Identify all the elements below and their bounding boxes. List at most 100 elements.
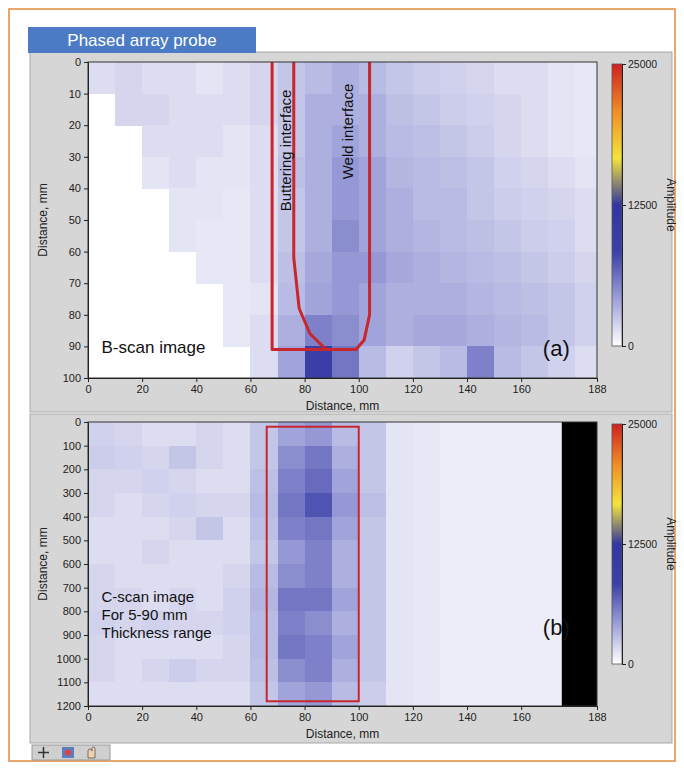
heatmap-cell	[169, 220, 197, 252]
plot-background	[88, 62, 597, 378]
y-axis: 0100200300400500600700800900100011001200	[57, 416, 89, 712]
heatmap-cell	[223, 611, 251, 635]
y-axis-tick: 70	[69, 277, 88, 289]
x-axis-tick-label: 120	[404, 711, 422, 723]
heatmap-cell	[548, 659, 562, 683]
heatmap-cell	[386, 220, 414, 252]
heatmap-cell	[115, 540, 143, 564]
heatmap-cell	[305, 446, 333, 470]
heatmap-cell	[494, 346, 522, 378]
heatmap-cell	[440, 611, 468, 635]
toolbar-icon[interactable]	[62, 747, 74, 758]
heatmap-cell	[223, 94, 251, 126]
heatmap-cell	[359, 422, 387, 446]
heatmap-cell	[575, 62, 597, 94]
x-axis-tick-label: 20	[137, 711, 149, 723]
heatmap-cell	[467, 188, 495, 220]
y-axis-tick: 1000	[57, 653, 88, 665]
heatmap-cell	[305, 469, 333, 493]
heatmap-cell	[494, 446, 522, 470]
heatmap-cell	[575, 346, 597, 378]
heatmap-cell	[494, 659, 522, 683]
heatmap-cell	[305, 62, 333, 94]
heatmap-cell	[250, 220, 278, 252]
x-axis-tick: 80	[299, 378, 311, 395]
heatmap-cell	[386, 252, 414, 284]
heatmap-cell	[521, 682, 549, 706]
heatmap-cell	[250, 283, 278, 315]
toolbar-icon[interactable]	[38, 747, 49, 758]
heatmap-cell	[250, 157, 278, 189]
heatmap-cell	[413, 446, 441, 470]
heatmap-cell	[494, 62, 522, 94]
heatmap-cell	[440, 540, 468, 564]
heatmap-cell	[305, 493, 333, 517]
heatmap-cell	[467, 62, 495, 94]
heatmap-cell	[223, 682, 251, 706]
heatmap-cell	[359, 493, 387, 517]
toolbar-background	[32, 745, 110, 760]
heatmap-cell	[548, 94, 576, 126]
annotation-line: Thickness range	[102, 624, 212, 641]
heatmap-cell	[169, 659, 197, 683]
heatmap-cell	[196, 422, 224, 446]
heatmap-cell	[521, 188, 549, 220]
heatmap-cell	[250, 659, 278, 683]
y-axis-tick-label: 800	[63, 605, 81, 617]
heatmap-cell	[142, 446, 170, 470]
y-axis-tick: 300	[63, 487, 88, 499]
heatmap-cell	[440, 252, 468, 284]
heatmap-cell	[305, 125, 333, 157]
heatmap-cell	[521, 125, 549, 157]
heatmap-cell	[332, 283, 360, 315]
heatmap-cell	[467, 611, 495, 635]
y-axis-tick-mark	[84, 469, 88, 470]
heatmap-cell	[413, 564, 441, 588]
x-axis-tick-label: 60	[245, 383, 257, 395]
y-axis-tick-mark	[84, 283, 88, 284]
x-axis-tick-label: 188	[588, 383, 606, 395]
x-axis-tick: 188	[588, 378, 606, 395]
heatmap-cell	[115, 659, 143, 683]
heatmap-cell	[440, 422, 468, 446]
heatmap-cell	[88, 493, 116, 517]
panel-letter: (b)	[543, 615, 570, 640]
heatmap-cell	[440, 446, 468, 470]
heatmap-cell	[332, 252, 360, 284]
x-axis-line	[89, 378, 598, 379]
heatmap-cell	[305, 157, 333, 189]
heatmap-cell	[467, 346, 495, 378]
heatmap-cell	[223, 188, 251, 220]
heatmap-cell	[278, 252, 306, 284]
heatmap-cell	[494, 682, 522, 706]
y-axis-tick-mark	[84, 446, 88, 447]
x-axis-tick-label: 60	[245, 711, 257, 723]
plot-marks	[88, 62, 597, 378]
heatmap-cell	[196, 125, 224, 157]
heatmap-cell	[305, 517, 333, 541]
heatmap-cell	[250, 188, 278, 220]
heatmap-cell	[386, 422, 414, 446]
heatmap-cell	[250, 469, 278, 493]
heatmap-cell	[115, 493, 143, 517]
heatmap-cell	[196, 540, 224, 564]
x-axis-tick-label: 80	[299, 711, 311, 723]
toolbar-icon[interactable]	[88, 747, 95, 758]
heatmap-cell	[196, 220, 224, 252]
heatmap-cell	[440, 283, 468, 315]
y-axis-line	[88, 63, 89, 379]
heatmap-cell	[440, 94, 468, 126]
heatmap-cell	[413, 220, 441, 252]
heatmap-cell	[494, 252, 522, 284]
heatmap-cell	[548, 252, 576, 284]
colorbar-axis: 01250025000	[622, 58, 657, 352]
colorbar-axis-tick-label: 0	[628, 658, 634, 670]
x-axis-tick: 0	[85, 378, 91, 395]
y-axis-tick-mark	[84, 188, 88, 189]
heatmap-cell	[142, 157, 170, 189]
x-axis-tick-mark	[250, 378, 251, 382]
y-axis-tick: 800	[63, 605, 88, 617]
heatmap-cell	[359, 517, 387, 541]
plot-marks	[88, 422, 597, 706]
heatmap-cell	[305, 220, 333, 252]
